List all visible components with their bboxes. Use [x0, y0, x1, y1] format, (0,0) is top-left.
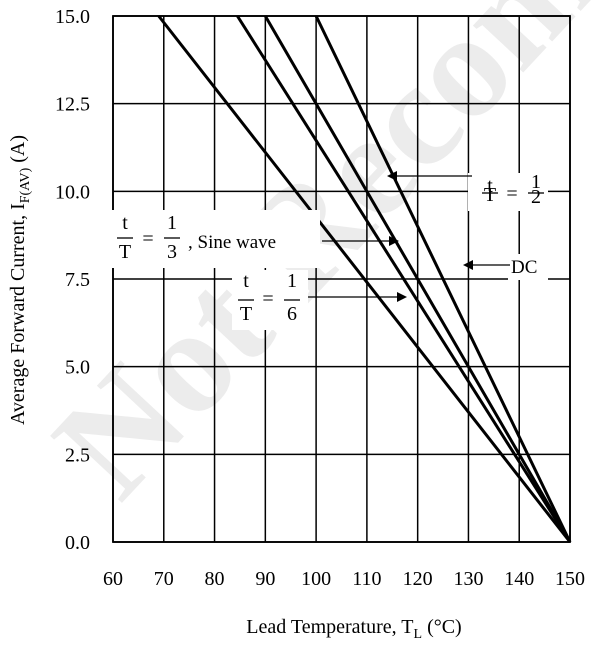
series-line-t2 — [264, 15, 572, 543]
y-tick-label-5.0: 5.0 — [65, 357, 90, 379]
annotation-t-over-T-half: t T = 1 2 — [387, 171, 548, 211]
x-tick-label-100: 100 — [301, 568, 331, 590]
svg-text:T: T — [484, 184, 496, 206]
y-tick-label-0.0: 0.0 — [65, 532, 90, 554]
x-tick-label-80: 80 — [205, 568, 225, 590]
svg-text:=: = — [142, 228, 153, 250]
series-line-sine — [236, 15, 572, 543]
svg-text:t: t — [243, 270, 249, 292]
svg-text:3: 3 — [167, 241, 177, 263]
svg-text:t: t — [487, 175, 493, 197]
x-tick-label-60: 60 — [103, 568, 123, 590]
grid — [112, 15, 571, 543]
y-tick-labels: 0.0 2.5 5.0 7.5 10.0 12.5 15.0 — [55, 6, 90, 554]
series-line-t6 — [157, 15, 572, 543]
annotation-t-over-T-sixth: t T = 1 6 — [232, 270, 407, 330]
plot-frame — [112, 15, 571, 543]
y-tick-label-15.0: 15.0 — [55, 6, 90, 28]
x-tick-label-130: 130 — [453, 568, 483, 590]
svg-text:DC: DC — [511, 257, 537, 278]
y-tick-label-7.5: 7.5 — [65, 269, 90, 291]
x-tick-label-120: 120 — [403, 568, 433, 590]
svg-text:1: 1 — [167, 212, 177, 234]
x-tick-label-140: 140 — [504, 568, 534, 590]
x-tick-labels: 60 70 80 90 100 110 120 130 140 150 — [103, 568, 585, 590]
series-lines — [157, 15, 572, 543]
svg-text:1: 1 — [287, 270, 297, 292]
x-tick-label-70: 70 — [154, 568, 174, 590]
svg-text:2: 2 — [531, 186, 541, 208]
svg-text:, Sine wave: , Sine wave — [188, 232, 276, 253]
svg-text:1: 1 — [531, 171, 541, 193]
x-axis-title: Lead Temperature, TL (°C) — [246, 616, 461, 642]
annotation-t-over-T-third-sine: t T = 1 3 , Sine wave — [104, 210, 399, 268]
series-line-dc — [314, 15, 572, 543]
svg-text:T: T — [240, 303, 252, 325]
annotation-dc: DC — [463, 254, 548, 280]
svg-text:T: T — [119, 241, 131, 263]
y-tick-label-2.5: 2.5 — [65, 444, 90, 466]
svg-text:=: = — [262, 288, 273, 310]
x-tick-label-90: 90 — [255, 568, 275, 590]
svg-text:6: 6 — [287, 303, 297, 325]
svg-text:=: = — [506, 183, 517, 205]
y-tick-label-10.0: 10.0 — [55, 181, 90, 203]
x-tick-label-150: 150 — [555, 568, 585, 590]
y-axis-title: Average Forward Current, IF(AV) (A) — [7, 135, 33, 425]
svg-text:t: t — [122, 212, 128, 234]
x-tick-label-110: 110 — [352, 568, 381, 590]
y-tick-label-12.5: 12.5 — [55, 94, 90, 116]
